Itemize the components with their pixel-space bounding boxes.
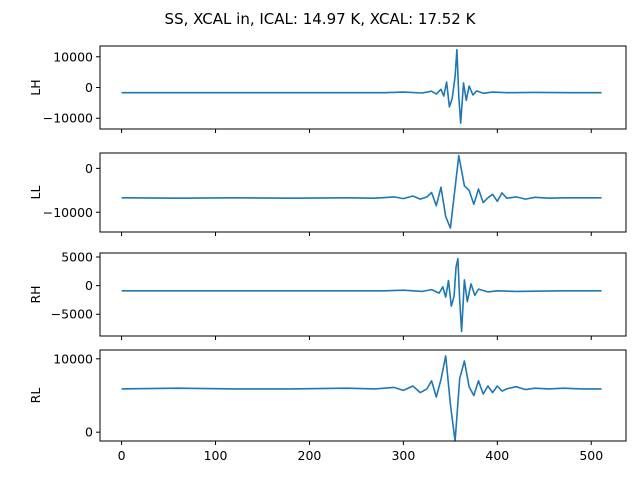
y-axis-label: RL	[28, 388, 43, 404]
x-tick-label: 400	[485, 448, 509, 463]
y-tick-label: −10000	[43, 111, 93, 126]
x-tick-label: 0	[118, 448, 126, 463]
axes-layer: 100000−10000LH0−10000LL50000−5000RH10000…	[28, 45, 627, 463]
axes-frame	[99, 152, 627, 233]
x-tick-label: 100	[204, 448, 228, 463]
y-tick-label: 0	[85, 80, 93, 95]
x-tick-label: 500	[579, 448, 603, 463]
y-tick-label: 10000	[53, 49, 93, 64]
y-tick-label: −5000	[51, 307, 93, 322]
axes-frame	[99, 45, 627, 130]
y-tick-label: −10000	[43, 205, 93, 220]
y-tick-label: 0	[85, 161, 93, 176]
y-axis-label: RH	[28, 285, 43, 303]
series-line-ll	[121, 154, 602, 229]
series-line-lh	[121, 48, 602, 124]
chart-title: SS, XCAL in, ICAL: 14.97 K, XCAL: 17.52 …	[165, 10, 477, 28]
subplot-rl: 10000 0 RL 0 100 200 300 400 500	[28, 349, 627, 463]
axes-frame	[99, 252, 627, 337]
y-tick-label: 5000	[61, 250, 93, 265]
y-tick-label: 0	[85, 425, 93, 440]
y-tick-label: 0	[85, 278, 93, 293]
x-tick-label: 300	[391, 448, 415, 463]
y-tick-label: 10000	[53, 351, 93, 366]
y-axis-label: LL	[28, 186, 43, 200]
y-axis-label: LH	[28, 79, 43, 95]
subplot-rh: 5000 0 −5000 RH	[28, 250, 627, 340]
x-tick-label: 200	[298, 448, 322, 463]
series-line-rh	[121, 257, 602, 333]
subplot-lh: 10000 0 −10000 LH	[28, 45, 627, 133]
axes-frame	[99, 349, 627, 442]
series-line-rl	[121, 355, 602, 442]
